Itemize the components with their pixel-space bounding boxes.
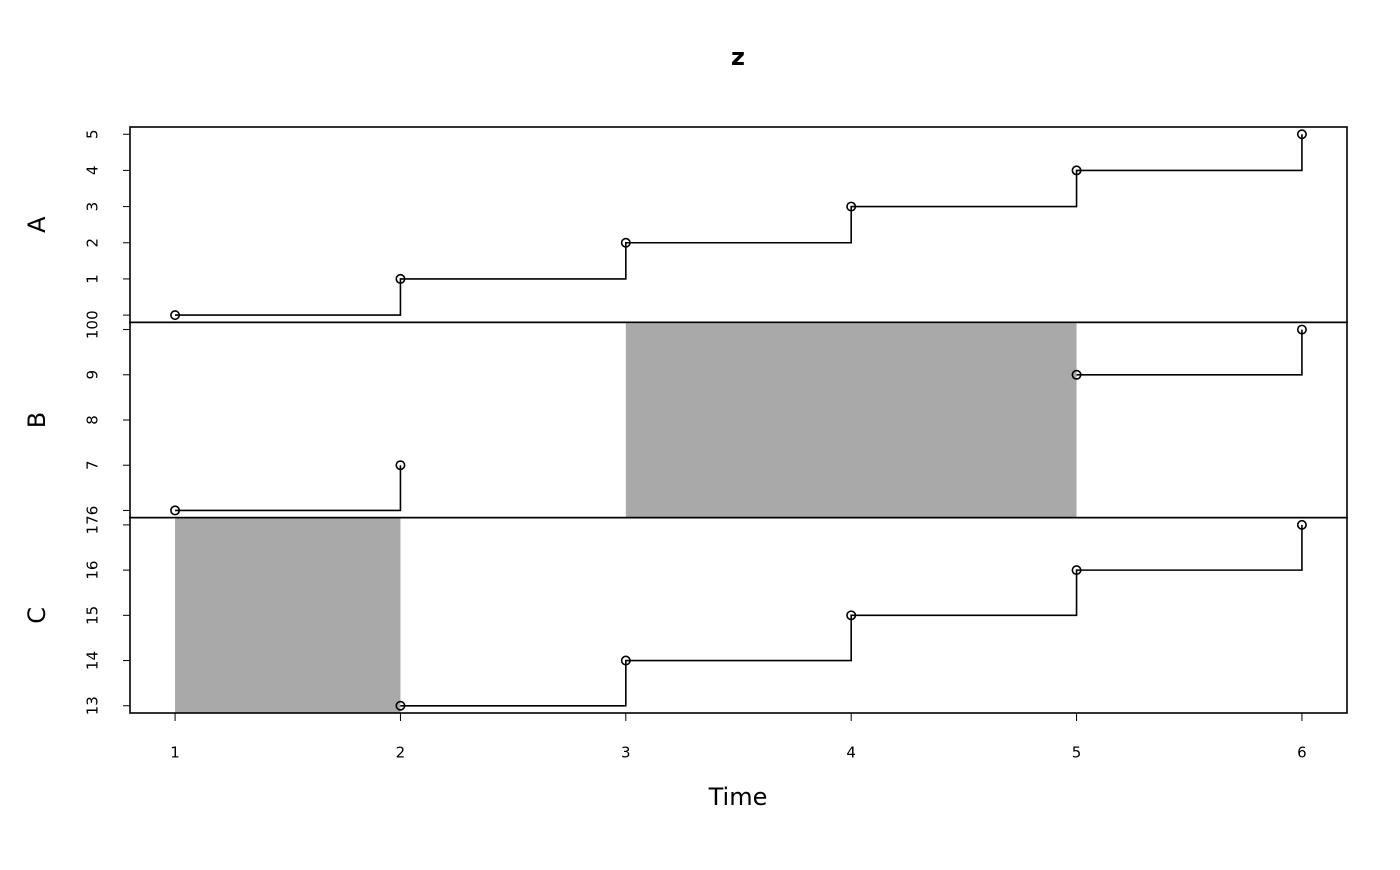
y-tick-label: 14	[84, 651, 102, 670]
step-line	[400, 524, 1303, 707]
y-tick-label: 2	[84, 238, 102, 248]
point	[1071, 565, 1082, 576]
x-tick-label: 1	[170, 744, 180, 762]
y-axis-label: B	[23, 412, 51, 428]
point	[1296, 519, 1307, 530]
y-tick-label: 7	[84, 460, 102, 470]
x-tick-label: 3	[621, 744, 631, 762]
na-shade	[625, 322, 1077, 518]
y-tick-label: 6	[84, 506, 102, 516]
point	[846, 201, 857, 212]
y-axis-label: C	[23, 607, 51, 624]
y-tick-label: 13	[84, 696, 102, 715]
y-axis-label: A	[23, 216, 51, 233]
y-tick-label: 15	[84, 606, 102, 625]
y-tick-label: 10	[84, 320, 102, 339]
point	[1071, 369, 1082, 380]
y-tick-label: 8	[84, 415, 102, 425]
x-axis-label: Time	[708, 783, 768, 811]
step-line	[175, 134, 1303, 316]
step-line	[1076, 329, 1303, 376]
na-shade	[175, 517, 401, 713]
x-tick-label: 2	[396, 744, 406, 762]
point	[1071, 165, 1082, 176]
step-line	[175, 465, 402, 512]
point	[1296, 324, 1307, 335]
x-tick-label: 6	[1297, 744, 1307, 762]
point	[170, 310, 181, 321]
point	[846, 610, 857, 621]
y-tick-label: 9	[84, 370, 102, 380]
point	[620, 237, 631, 248]
point	[395, 460, 406, 471]
point	[1296, 129, 1307, 140]
y-tick-label: 0	[84, 310, 102, 320]
panel-frame	[129, 126, 1348, 324]
y-tick-label: 1	[84, 274, 102, 284]
point	[170, 505, 181, 516]
point	[395, 273, 406, 284]
y-tick-label: 5	[84, 129, 102, 139]
chart-title: z	[731, 43, 745, 71]
point	[620, 655, 631, 666]
x-tick-label: 4	[846, 744, 856, 762]
point	[395, 700, 406, 711]
panel-frame	[129, 516, 1348, 714]
x-tick-label: 5	[1072, 744, 1082, 762]
y-tick-label: 17	[84, 515, 102, 534]
y-tick-label: 3	[84, 202, 102, 212]
y-tick-label: 16	[84, 561, 102, 580]
y-tick-label: 4	[84, 166, 102, 176]
